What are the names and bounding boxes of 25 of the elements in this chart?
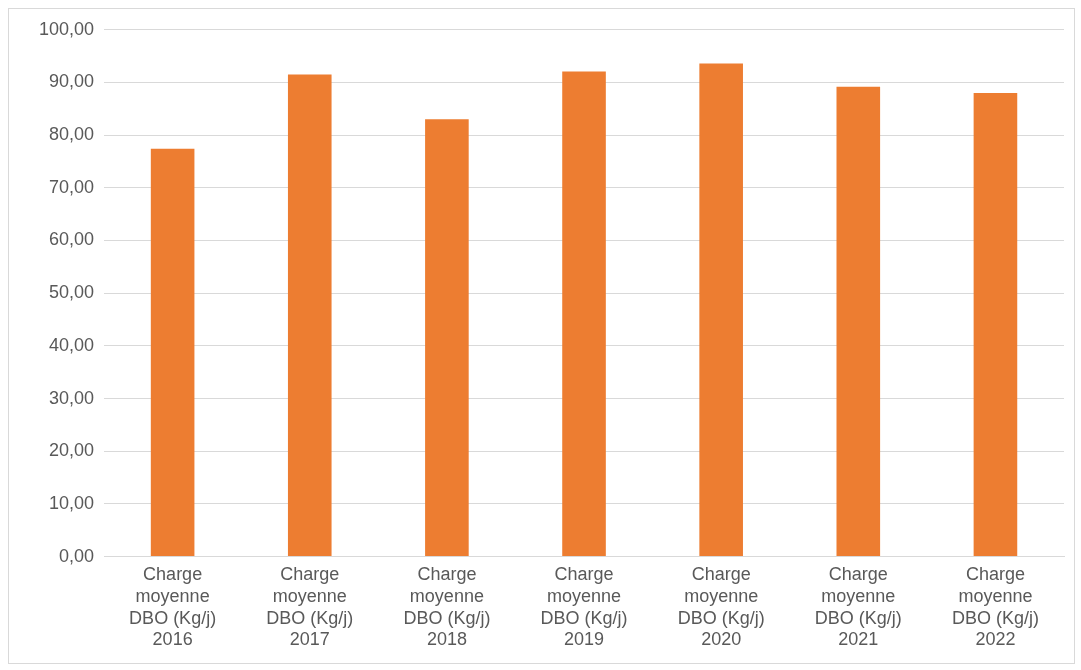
y-tick-label: 90,00 <box>49 71 95 92</box>
x-tick-label: Charge moyenne DBO (Kg/j) 2020 <box>677 564 765 650</box>
bar <box>287 74 332 557</box>
y-tick-label: 100,00 <box>38 18 95 39</box>
x-tick-label: Charge moyenne DBO (Kg/j) 2022 <box>951 564 1039 650</box>
bar <box>425 119 469 557</box>
bar <box>973 93 1018 557</box>
y-tick-label: 80,00 <box>49 124 95 145</box>
x-tick-label: Charge moyenne DBO (Kg/j) 2018 <box>403 564 491 650</box>
y-tick-label: 70,00 <box>49 176 95 197</box>
y-tick-label: 40,00 <box>49 334 95 355</box>
bar <box>836 86 881 557</box>
y-tick-label: 20,00 <box>49 440 95 461</box>
y-tick-label: 10,00 <box>49 492 95 513</box>
y-tick-label: 30,00 <box>49 387 95 408</box>
x-tick-label: Charge moyenne DBO (Kg/j) 2019 <box>540 564 628 650</box>
x-tick-label: Charge moyenne DBO (Kg/j) 2021 <box>814 564 902 650</box>
y-tick-label: 50,00 <box>49 282 95 303</box>
bar <box>150 148 195 557</box>
y-tick-label: 0,00 <box>59 545 95 566</box>
x-tick-label: Charge moyenne DBO (Kg/j) 2016 <box>129 564 217 650</box>
x-tick-label: Charge moyenne DBO (Kg/j) 2017 <box>266 564 354 650</box>
y-tick-label: 60,00 <box>49 229 95 250</box>
bar <box>699 63 743 557</box>
bar <box>562 71 606 557</box>
